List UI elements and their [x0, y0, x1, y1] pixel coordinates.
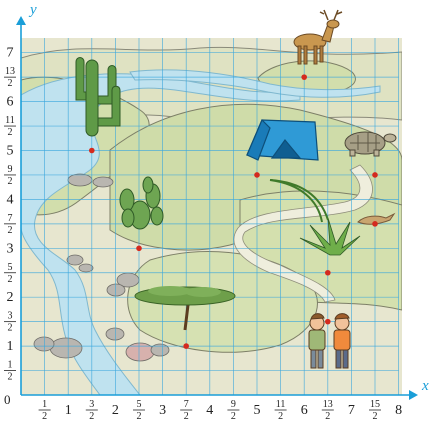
x-tick-label: 12 — [38, 399, 51, 422]
x-axis-arrow-icon — [409, 390, 418, 400]
illustrations — [75, 9, 397, 369]
agave-icon — [269, 179, 361, 256]
fraction-numerator: 7 — [8, 213, 13, 224]
marker-cactus — [89, 147, 95, 154]
y-tick-label: 72 — [4, 213, 16, 236]
x-tick-label: 7 — [348, 403, 355, 418]
fraction-numerator: 15 — [370, 399, 380, 410]
x-tick-label: 32 — [85, 399, 98, 422]
x-tick-label: 3 — [159, 403, 166, 418]
fraction-numerator: 5 — [8, 262, 13, 273]
marker-children — [325, 318, 331, 325]
x-tick-label: 52 — [133, 399, 145, 422]
y-tick-label: 5 — [7, 144, 14, 159]
acacia-tree-icon — [134, 286, 236, 331]
x-tick-label: 4 — [206, 403, 213, 418]
fraction-denominator: 2 — [373, 411, 378, 422]
y-tick-label: 7 — [7, 46, 14, 61]
saguaro-cactus-icon — [75, 57, 121, 137]
fraction-denominator: 2 — [8, 78, 13, 89]
x-tick-label: 112 — [274, 399, 287, 422]
fraction-denominator: 2 — [89, 411, 94, 422]
x-tick-labels: 12 1 32 2 52 3 72 4 92 5 112 6 132 7 152 8 — [38, 399, 402, 422]
fraction-denominator: 2 — [8, 323, 13, 334]
children-icon — [308, 313, 351, 369]
fraction-numerator: 3 — [89, 399, 94, 410]
y-tick-label: 132 — [4, 66, 16, 89]
y-tick-label: 12 — [4, 360, 16, 383]
x-axis-label: x — [421, 378, 429, 394]
y-tick-label: 52 — [4, 262, 16, 285]
fraction-numerator: 11 — [5, 115, 15, 126]
marker-prickly-pear — [136, 245, 142, 252]
marker-acacia-tree — [183, 343, 189, 349]
fraction-numerator: 1 — [8, 360, 13, 371]
marker-tent — [254, 172, 260, 178]
y-tick-label: 32 — [4, 311, 16, 334]
location-markers — [89, 74, 378, 349]
fraction-denominator: 2 — [8, 176, 13, 187]
prickly-pear-icon — [119, 176, 164, 230]
y-axis-label: y — [28, 2, 37, 18]
fraction-numerator: 9 — [231, 399, 236, 410]
marker-lizard — [372, 221, 378, 227]
fraction-denominator: 2 — [42, 411, 47, 422]
x-tick-label: 8 — [395, 403, 402, 418]
x-tick-label: 152 — [369, 399, 381, 422]
deer-icon — [293, 9, 343, 65]
fraction-numerator: 11 — [276, 399, 286, 410]
fraction-denominator: 2 — [278, 411, 283, 422]
marker-deer — [301, 74, 308, 80]
fraction-numerator: 7 — [184, 399, 189, 410]
rocks — [33, 173, 170, 362]
fraction-denominator: 2 — [8, 372, 13, 383]
fraction-numerator: 13 — [5, 66, 15, 77]
y-tick-label: 6 — [7, 95, 14, 110]
tortoise-icon — [344, 131, 397, 157]
x-tick-label: 1 — [65, 403, 72, 418]
y-tick-label: 3 — [7, 241, 14, 256]
fraction-numerator: 9 — [8, 164, 13, 175]
fraction-denominator: 2 — [231, 411, 236, 422]
fraction-denominator: 2 — [8, 127, 13, 138]
marker-agave — [325, 269, 331, 276]
x-tick-label: 2 — [112, 403, 119, 418]
fraction-numerator: 13 — [323, 399, 333, 410]
trail — [233, 164, 373, 303]
fraction-denominator: 2 — [137, 411, 142, 422]
x-tick-label: 6 — [301, 403, 308, 418]
tent-icon — [246, 118, 319, 161]
x-tick-label: 132 — [321, 399, 334, 422]
axes: x y 0 — [4, 2, 429, 407]
fraction-denominator: 2 — [8, 225, 13, 236]
fraction-denominator: 2 — [184, 411, 189, 422]
x-tick-label: 5 — [254, 403, 261, 418]
fraction-denominator: 2 — [325, 411, 330, 422]
fraction-numerator: 5 — [137, 399, 142, 410]
fraction-numerator: 3 — [8, 311, 13, 322]
origin-label: 0 — [4, 392, 11, 407]
y-tick-label: 92 — [4, 164, 16, 187]
y-axis-arrow-icon — [16, 16, 26, 25]
river-upper — [129, 69, 381, 98]
marker-tortoise — [372, 172, 378, 178]
y-tick-label: 112 — [4, 115, 16, 138]
y-tick-label: 1 — [7, 339, 14, 354]
x-tick-label: 72 — [180, 399, 193, 422]
x-tick-label: 92 — [227, 399, 240, 422]
fraction-numerator: 1 — [42, 399, 47, 410]
y-tick-label: 2 — [7, 290, 14, 305]
fraction-denominator: 2 — [8, 274, 13, 285]
y-tick-label: 4 — [7, 192, 14, 207]
lizard-icon — [357, 212, 396, 225]
